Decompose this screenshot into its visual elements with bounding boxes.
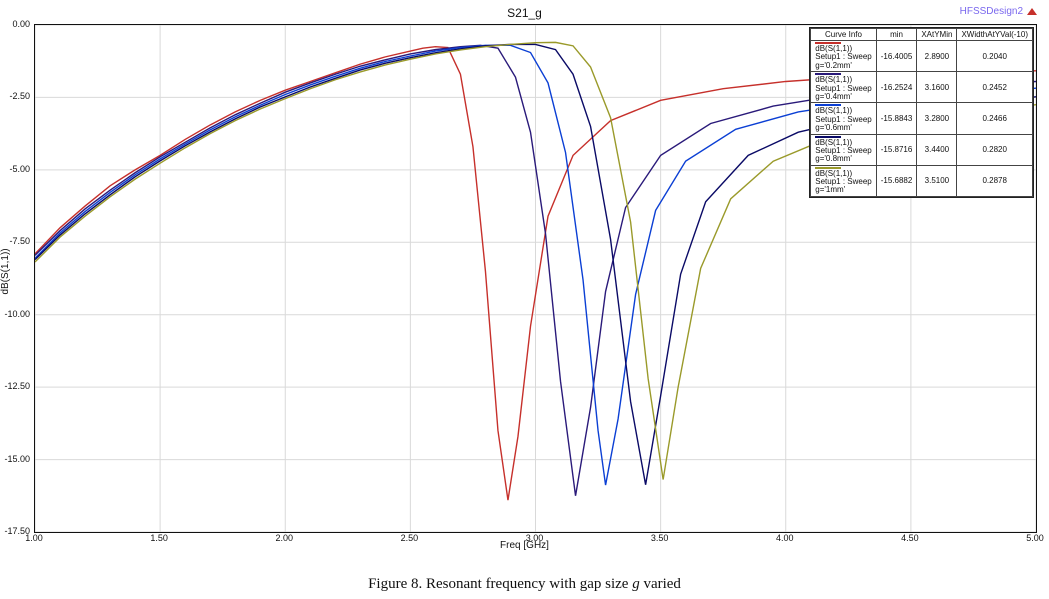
y-tick-labels: 0.00-2.50-5.00-7.50-10.00-12.50-15.00-17… bbox=[0, 24, 34, 533]
legend-row: dB(S(1,1))Setup1 : Sweepg='1mm'-15.68823… bbox=[811, 165, 1033, 196]
caption-prefix: Figure 8. Resonant frequency with gap si… bbox=[368, 576, 632, 592]
legend-h2: XAtYMin bbox=[917, 29, 957, 41]
legend-cell: 3.4400 bbox=[917, 134, 957, 165]
legend-cell: 0.2452 bbox=[957, 72, 1033, 103]
plot-area: Curve Info min XAtYMin XWidthAtYVal(-10)… bbox=[34, 24, 1037, 533]
y-tick-label: -15.00 bbox=[4, 454, 30, 464]
legend-h3: XWidthAtYVal(-10) bbox=[957, 29, 1033, 41]
legend-table: Curve Info min XAtYMin XWidthAtYVal(-10)… bbox=[810, 28, 1033, 197]
legend: Curve Info min XAtYMin XWidthAtYVal(-10)… bbox=[809, 27, 1034, 198]
caption-var: g bbox=[632, 576, 640, 592]
legend-cell: -15.8843 bbox=[876, 103, 917, 134]
y-tick-label: 0.00 bbox=[12, 19, 30, 29]
legend-curve-text: g='0.4mm' bbox=[815, 93, 852, 101]
legend-cell: dB(S(1,1))Setup1 : Sweepg='0.4mm' bbox=[811, 72, 876, 103]
legend-row: dB(S(1,1))Setup1 : Sweepg='0.2mm'-16.400… bbox=[811, 41, 1033, 72]
figure-container: HFSSDesign2 S21_g dB(S(1,1)) 0.00-2.50-5… bbox=[0, 0, 1049, 599]
legend-cell: -16.4005 bbox=[876, 41, 917, 72]
figure-caption: Figure 8. Resonant frequency with gap si… bbox=[0, 576, 1049, 593]
x-axis-label: Freq [GHz] bbox=[0, 540, 1049, 551]
legend-cell: 3.1600 bbox=[917, 72, 957, 103]
y-tick-label: -7.50 bbox=[9, 236, 30, 246]
legend-cell: 0.2040 bbox=[957, 41, 1033, 72]
legend-header-row: Curve Info min XAtYMin XWidthAtYVal(-10) bbox=[811, 29, 1033, 41]
legend-curve-text: g='0.2mm' bbox=[815, 62, 852, 70]
legend-h0: Curve Info bbox=[811, 29, 876, 41]
legend-cell: dB(S(1,1))Setup1 : Sweepg='0.2mm' bbox=[811, 41, 876, 72]
legend-cell: 0.2820 bbox=[957, 134, 1033, 165]
legend-cell: 3.5100 bbox=[917, 165, 957, 196]
legend-curve-text: g='1mm' bbox=[815, 186, 845, 194]
legend-curve-text: g='0.8mm' bbox=[815, 155, 852, 163]
caption-suffix: varied bbox=[640, 576, 681, 592]
legend-cell: -15.8716 bbox=[876, 134, 917, 165]
legend-row: dB(S(1,1))Setup1 : Sweepg='0.6mm'-15.884… bbox=[811, 103, 1033, 134]
legend-row: dB(S(1,1))Setup1 : Sweepg='0.8mm'-15.871… bbox=[811, 134, 1033, 165]
legend-row: dB(S(1,1))Setup1 : Sweepg='0.4mm'-16.252… bbox=[811, 72, 1033, 103]
legend-cell: -16.2524 bbox=[876, 72, 917, 103]
legend-cell: dB(S(1,1))Setup1 : Sweepg='0.8mm' bbox=[811, 134, 876, 165]
y-tick-label: -12.50 bbox=[4, 381, 30, 391]
y-tick-label: -5.00 bbox=[9, 164, 30, 174]
legend-cell: dB(S(1,1))Setup1 : Sweepg='0.6mm' bbox=[811, 103, 876, 134]
legend-cell: 2.8900 bbox=[917, 41, 957, 72]
legend-cell: 0.2466 bbox=[957, 103, 1033, 134]
legend-curve-text: g='0.6mm' bbox=[815, 124, 852, 132]
chart-title: S21_g bbox=[0, 6, 1049, 20]
legend-cell: -15.6882 bbox=[876, 165, 917, 196]
legend-h1: min bbox=[876, 29, 917, 41]
legend-cell: dB(S(1,1))Setup1 : Sweepg='1mm' bbox=[811, 165, 876, 196]
legend-cell: 3.2800 bbox=[917, 103, 957, 134]
y-tick-label: -10.00 bbox=[4, 309, 30, 319]
y-tick-label: -2.50 bbox=[9, 91, 30, 101]
legend-cell: 0.2878 bbox=[957, 165, 1033, 196]
